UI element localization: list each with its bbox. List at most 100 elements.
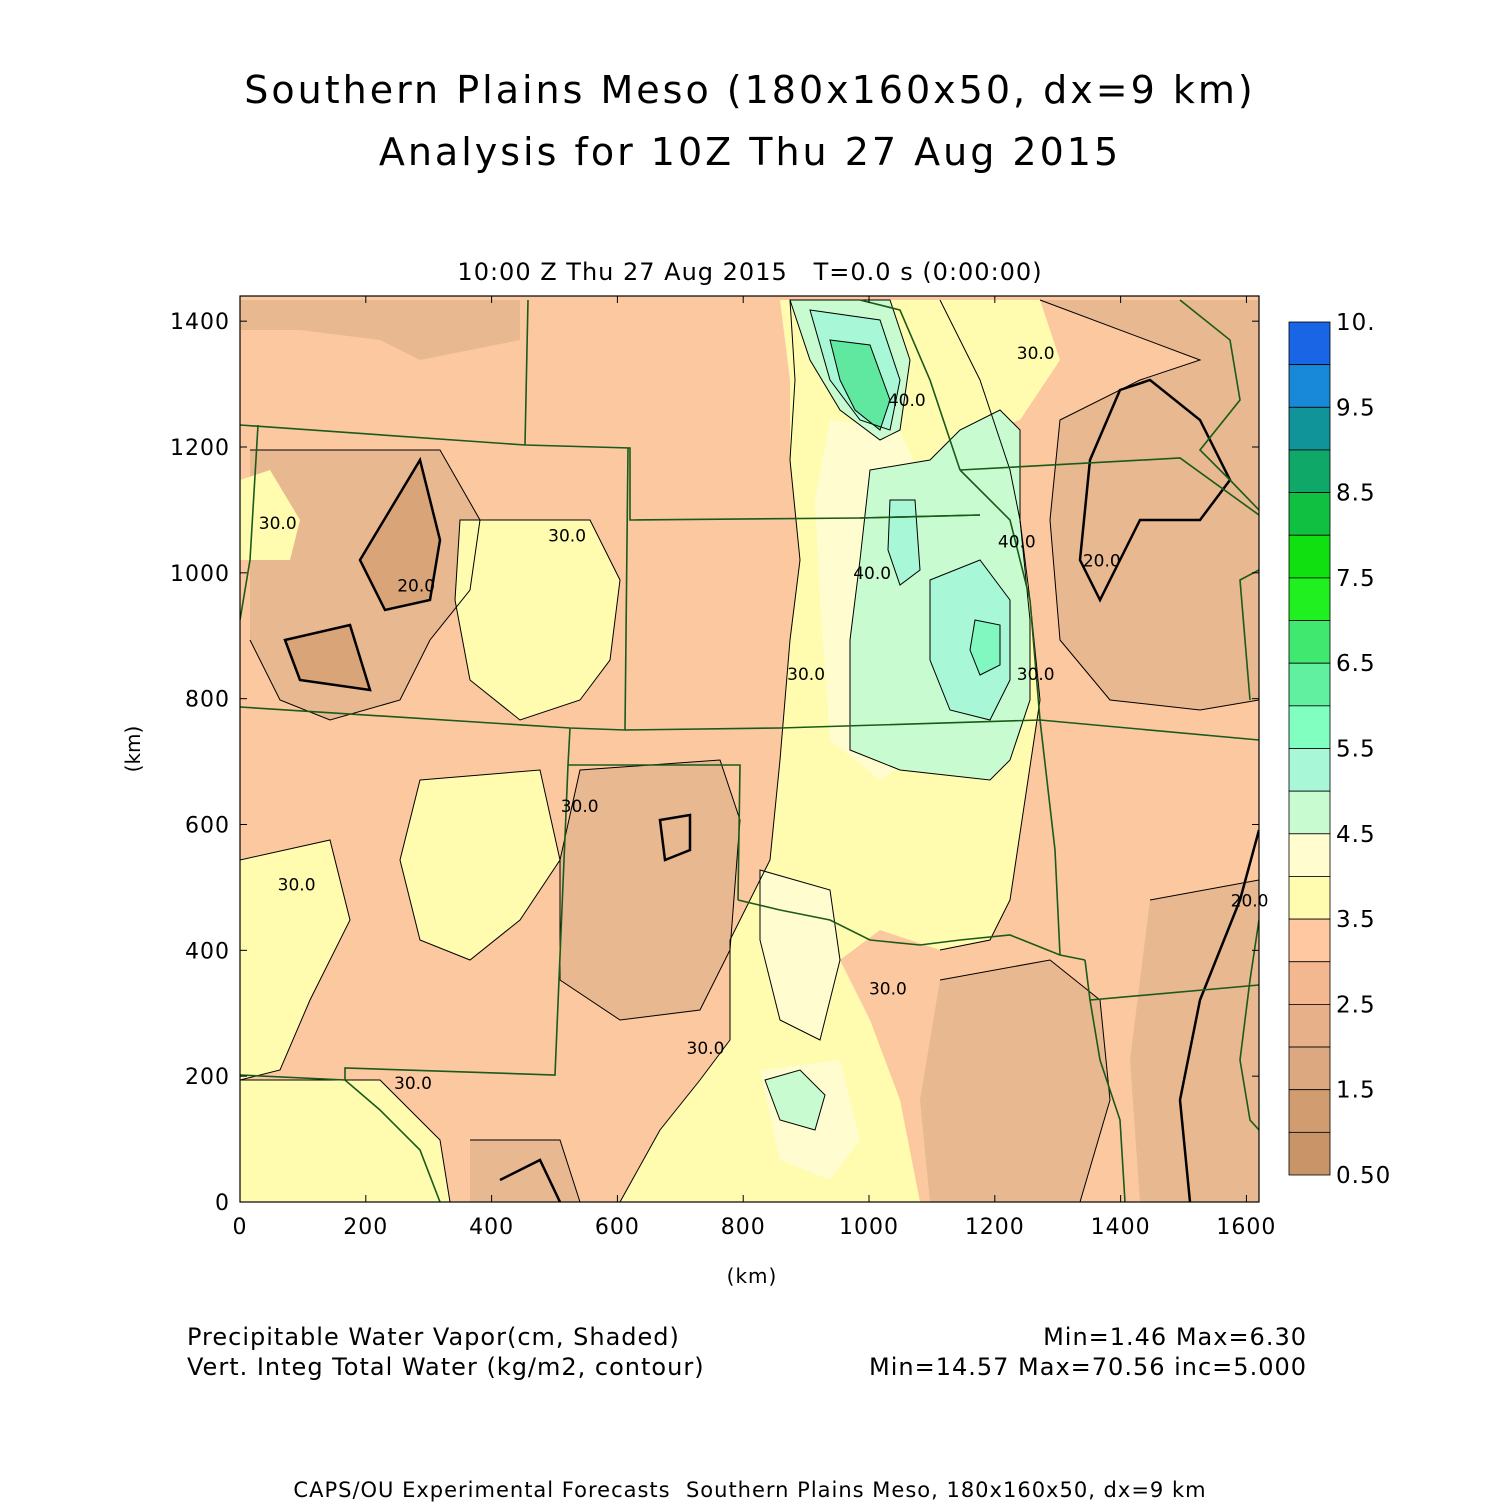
- contour-label: 20.0: [1083, 552, 1121, 572]
- contour-label: 30.0: [687, 1039, 725, 1059]
- boundary-ut-co: [240, 706, 1259, 741]
- contour-45-kansas: [929, 559, 1011, 721]
- shade-region-peak-nebraska: [830, 340, 890, 430]
- shade-region-dry-newmexico: [560, 760, 740, 1020]
- contour-20-colorado: [358, 456, 442, 612]
- contour-label: 30.0: [869, 979, 907, 999]
- contour-20-east: [1078, 378, 1232, 603]
- boundary-ks-mo: [1039, 719, 1061, 956]
- contour-label: 30.0: [561, 797, 599, 817]
- x-tick-label: 1400: [1091, 1215, 1151, 1240]
- colorbar-swatch: [1288, 449, 1331, 494]
- contour-30-south: [240, 1079, 451, 1202]
- boundary-la-tx: [1089, 999, 1126, 1202]
- colorbar-label: 10.: [1336, 310, 1376, 336]
- contour-lines-bold: [283, 378, 1259, 1202]
- colorbar-label: 0.50: [1336, 1163, 1391, 1189]
- boundary-ne-ks: [859, 514, 981, 519]
- colorbar-swatch: [1288, 876, 1331, 920]
- contour-lines: [240, 299, 1259, 1202]
- legend-contour-label: Vert. Integ Total Water (kg/m2, contour): [187, 1353, 705, 1381]
- y-tick-label: 1400: [170, 310, 230, 335]
- y-tick-label: 600: [185, 814, 230, 839]
- contour-label: 30.0: [548, 526, 586, 546]
- legend-shaded-label: Precipitable Water Vapor(cm, Shaded): [187, 1323, 680, 1351]
- shade-region-moist-az: [400, 770, 560, 960]
- colorbar-swatch: [1288, 961, 1331, 1005]
- contour-25-nm: [559, 759, 741, 1021]
- boundary-co-ks: [624, 447, 629, 731]
- colorbar-swatch: [1288, 1046, 1331, 1091]
- colorbar-label: 3.5: [1336, 907, 1376, 933]
- contour-50-westkansas: [887, 499, 921, 586]
- contour-20-utah: [283, 623, 372, 692]
- legend-shaded-stats: Min=1.46 Max=6.30: [1043, 1323, 1307, 1351]
- contour-label: 30.0: [394, 1074, 432, 1094]
- shade-region-moist-south: [240, 1080, 450, 1202]
- contour-label: 20.0: [1231, 891, 1269, 911]
- contour-40-nebraska: [789, 299, 911, 441]
- colorbar-swatch: [1288, 1089, 1331, 1133]
- contour-20-tx: [499, 1158, 562, 1202]
- boundary-ne-wy: [524, 299, 529, 446]
- contour-25-se: [939, 959, 1111, 1202]
- x-tick-label: 1000: [839, 1215, 899, 1240]
- y-tick-label: 1200: [170, 436, 230, 461]
- shade-region-moist-utah: [455, 520, 620, 720]
- x-tick-label: 400: [469, 1215, 514, 1240]
- colorbar: [1288, 321, 1331, 1176]
- footer-credit: CAPS/OU Experimental Forecasts Southern …: [293, 1478, 1207, 1502]
- contour-25-east: [1039, 299, 1259, 711]
- y-tick-label: 800: [185, 688, 230, 713]
- colorbar-swatch: [1288, 620, 1331, 664]
- boundary-sd-north: [859, 299, 961, 471]
- shade-region-mint-texas: [765, 1070, 825, 1130]
- y-axis: 0 200 400 600 800 1000 1200 1400: [170, 310, 1259, 1216]
- colorbar-swatch: [1288, 790, 1331, 835]
- shade-region-dry-far-east: [1130, 880, 1259, 1202]
- x-axis-label: (km): [727, 1264, 778, 1288]
- contour-25-tx-south: [470, 1139, 581, 1202]
- colorbar-swatch: [1288, 748, 1331, 792]
- contour-label: 40.0: [853, 564, 891, 584]
- contour-40-kansas: [849, 409, 1031, 781]
- colorbar-swatch: [1288, 918, 1331, 963]
- y-tick-label: 200: [185, 1065, 230, 1090]
- y-tick-label: 1000: [170, 562, 230, 587]
- colorbar-swatch: [1288, 705, 1331, 749]
- contour-label: 30.0: [1017, 665, 1055, 685]
- contour-30-utah: [454, 519, 621, 721]
- shade-region-dry-west: [240, 300, 520, 360]
- x-tick-label: 1600: [1216, 1215, 1276, 1240]
- shade-region-green-kansas: [930, 560, 1010, 720]
- legend-contour-stats: Min=14.57 Max=70.56 inc=5.000: [869, 1353, 1307, 1381]
- colorbar-labels: 10. 9.5 8.5 7.5 6.5 5.5 4.5 3.5 2.5 1.5 0.50: [1336, 310, 1391, 1189]
- boundary-nm-tx: [567, 727, 741, 901]
- boundary-west-edge: [240, 424, 259, 621]
- contour-label: 30.0: [259, 514, 297, 534]
- contour-50-nebraska: [829, 339, 891, 431]
- colorbar-label: 9.5: [1336, 395, 1376, 421]
- shade-region-dry-east: [1040, 300, 1259, 710]
- contour-20-nm: [658, 813, 692, 862]
- colorbar-label: 5.5: [1336, 737, 1376, 763]
- shade-region-dry-southeast: [920, 960, 1110, 1202]
- title-line-1: Southern Plains Meso (180x160x50, dx=9 k…: [244, 68, 1256, 112]
- contour-label: 40.0: [888, 391, 926, 411]
- colorbar-label: 6.5: [1336, 651, 1376, 677]
- shade-region-pale-texas: [760, 870, 840, 1040]
- colorbar-swatch: [1288, 1131, 1331, 1176]
- shade-region-driest-utah: [285, 625, 370, 690]
- shade-region-peak-kansas: [970, 620, 1000, 675]
- boundary-red-river: [737, 899, 1086, 961]
- contour-label: 30.0: [278, 876, 316, 896]
- colorbar-swatch: [1288, 364, 1331, 408]
- x-tick-label: 200: [343, 1215, 388, 1240]
- colorbar-swatch: [1288, 534, 1331, 579]
- plot-frame: [239, 295, 1260, 1203]
- boundary-sd-ne: [959, 457, 1259, 516]
- shade-region-moist-west-edge: [240, 470, 300, 560]
- y-axis-label: (km): [121, 726, 145, 773]
- contour-label: 20.0: [397, 577, 435, 597]
- colorbar-swatch: [1288, 577, 1331, 621]
